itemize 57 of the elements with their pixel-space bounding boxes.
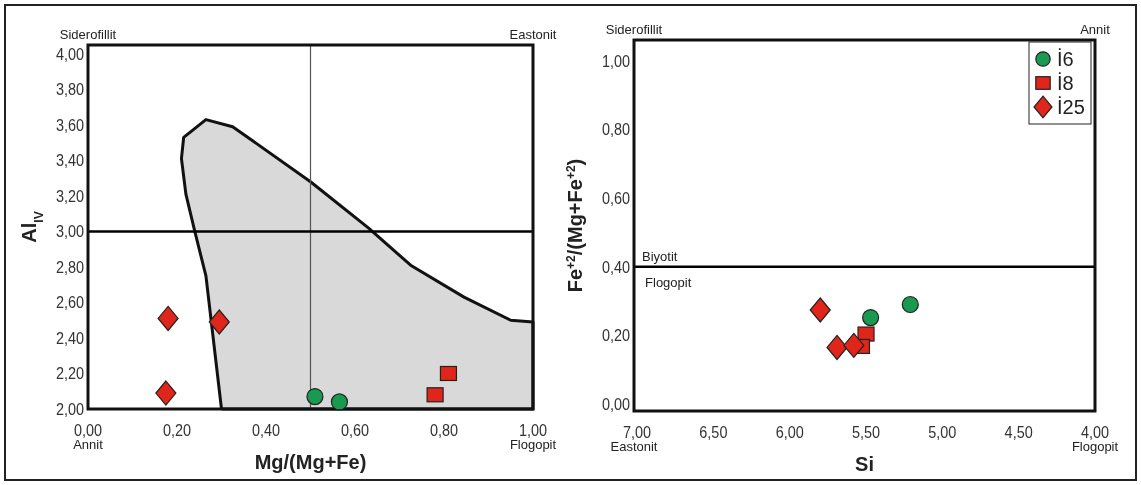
x-axis-title: Si (855, 453, 874, 475)
ref-line-label: Biyotit (642, 248, 678, 264)
text: Annit (1080, 22, 1111, 37)
x-tick-label: 4,50 (1004, 422, 1033, 442)
y-tick-label: 3,20 (55, 186, 85, 206)
x-tick-label: 0,60 (340, 420, 370, 440)
x-tick-label: 5,50 (851, 422, 881, 442)
text: Siderofillit (605, 22, 663, 37)
annotation: Flogopit (645, 274, 692, 290)
point (306, 387, 324, 406)
text: Annit (73, 437, 104, 452)
x-tick-label: 6,00 (775, 422, 804, 442)
text: Eastonit (610, 439, 658, 454)
text: Eastonit (509, 27, 557, 42)
y-tick-label: 3,60 (55, 115, 85, 135)
y-tick-label: 2,20 (55, 364, 85, 383)
y-tick-label: 4,00 (55, 44, 85, 64)
y-tick-label: 0,40 (601, 257, 631, 276)
x-tick-label: 4,00 (1080, 422, 1110, 442)
y-tick-label: 2,40 (55, 328, 85, 348)
y-tick-label: 0,00 (601, 395, 631, 414)
point (901, 295, 919, 314)
point (426, 387, 444, 403)
y-tick-label: 2,00 (55, 399, 85, 419)
point (439, 365, 458, 382)
point (843, 332, 865, 358)
y-tick-label: 1,00 (601, 51, 631, 70)
y-tick-label: 2,60 (55, 293, 85, 312)
x-axis-title: Mg/(Mg+Fe) (254, 451, 367, 473)
y-tick-label: 3,40 (55, 151, 85, 170)
point (862, 308, 880, 327)
point (155, 380, 177, 406)
text: Siderofillit (59, 27, 117, 42)
x-tick-label: 6,50 (699, 422, 728, 442)
y-tick-label: 3,00 (55, 222, 85, 241)
text: Flogopit (509, 437, 557, 452)
point (826, 334, 848, 361)
y-tick-label: 0,80 (601, 120, 631, 139)
y-tick-label: 0,60 (601, 188, 631, 208)
x-tick-label: 0,40 (251, 420, 281, 440)
y-tick-label: 3,80 (55, 80, 85, 99)
legend-label: İ8 (1057, 72, 1074, 94)
x-tick-label: 1,00 (518, 420, 548, 440)
x-tick-label: 0,20 (162, 420, 192, 440)
point (157, 305, 179, 332)
point (809, 297, 831, 323)
point (208, 309, 230, 335)
y-tick-label: 2,80 (55, 257, 85, 277)
x-tick-label: 5,00 (928, 422, 957, 442)
x-tick-label: 0,00 (73, 420, 103, 440)
point (330, 393, 349, 411)
text: Flogopit (1071, 439, 1119, 454)
y-tick-label: 0,20 (601, 326, 631, 345)
legend-label: İ25 (1057, 96, 1085, 118)
x-tick-label: 0,80 (429, 420, 459, 440)
x-tick-label: 7,00 (623, 422, 652, 442)
legend-label: İ6 (1057, 48, 1074, 70)
